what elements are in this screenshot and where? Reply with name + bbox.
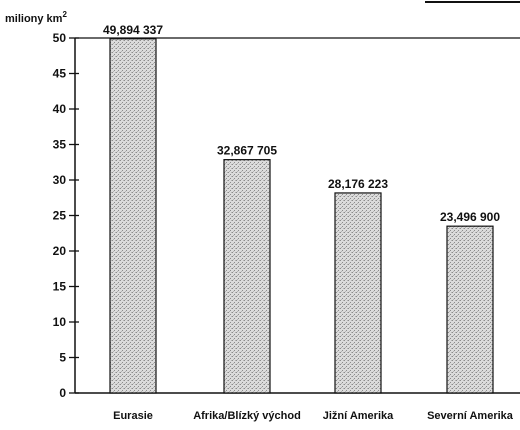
unit-superscript: 2: [62, 10, 67, 19]
y-tick-label: 20: [53, 244, 67, 258]
bar: [446, 225, 494, 394]
bar: [334, 192, 382, 394]
y-axis-unit-label: miliony km2: [5, 10, 67, 25]
y-tick-label: 50: [53, 31, 67, 45]
y-tick-label: 35: [53, 138, 67, 152]
y-tick-label: 5: [59, 351, 66, 365]
bar: [223, 159, 271, 394]
y-tick-label: 25: [53, 209, 67, 223]
value-labels: 49,894 337 32,867 705 28,176 223 23,496 900: [103, 23, 500, 224]
bar-value-label: 32,867 705: [217, 144, 277, 158]
bar-value-label: 28,176 223: [328, 177, 388, 191]
category-label: Severní Amerika: [427, 410, 514, 422]
category-label: Eurasie: [113, 410, 153, 422]
category-labels: Eurasie Afrika/Blízký východ Jižní Amerika…: [113, 410, 514, 422]
y-tick-label: 45: [53, 67, 67, 81]
category-label: Afrika/Blízký východ: [193, 410, 301, 422]
y-tick-label: 30: [53, 173, 67, 187]
bars: [109, 38, 494, 394]
bar: [109, 38, 157, 394]
category-label: Jižní Amerika: [323, 410, 394, 422]
y-tick-label: 15: [53, 280, 67, 294]
y-axis: 0 5 10 15 20 25 30 35 40 45 50: [53, 31, 520, 400]
bar-value-label: 23,496 900: [440, 210, 500, 224]
y-tick-label: 0: [59, 386, 66, 400]
bar-value-label: 49,894 337: [103, 23, 163, 37]
y-tick-label: 40: [53, 102, 67, 116]
y-tick-label: 10: [53, 315, 67, 329]
